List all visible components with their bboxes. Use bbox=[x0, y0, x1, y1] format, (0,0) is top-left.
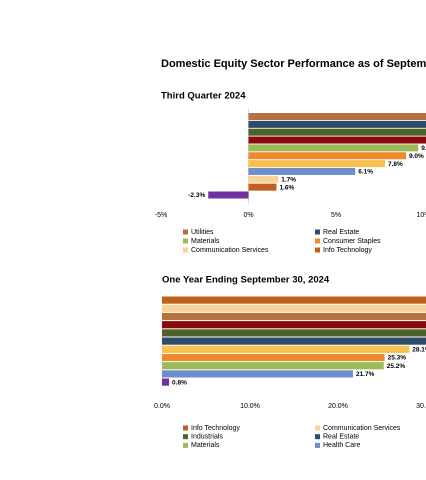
legend-swatch bbox=[315, 247, 320, 253]
bar bbox=[162, 337, 426, 345]
bar bbox=[248, 128, 426, 136]
value-label: 25.3% bbox=[388, 355, 407, 362]
value-label: 1.7% bbox=[281, 177, 296, 184]
bar bbox=[208, 191, 249, 199]
x-tick-label: 10% bbox=[416, 212, 426, 219]
value-label: 0.8% bbox=[172, 379, 187, 386]
legend-swatch bbox=[183, 229, 188, 235]
legend-label: Real Estate bbox=[323, 229, 359, 236]
bar bbox=[162, 329, 426, 337]
bar bbox=[162, 362, 384, 370]
chart-title: One Year Ending September 30, 2024 bbox=[162, 275, 330, 286]
legend-swatch bbox=[315, 238, 320, 244]
value-label: 6.1% bbox=[358, 169, 373, 176]
bar bbox=[248, 136, 426, 144]
legend-swatch bbox=[315, 442, 320, 448]
bar bbox=[162, 304, 426, 312]
legend-swatch bbox=[183, 425, 188, 431]
bar bbox=[248, 183, 277, 191]
x-tick-label: 5% bbox=[331, 212, 341, 219]
value-label: -2.3% bbox=[188, 192, 205, 199]
legend-label: Consumer Staples bbox=[323, 238, 381, 245]
value-label: 9.7% bbox=[421, 145, 426, 152]
legend-label: Info Technology bbox=[323, 247, 372, 254]
bar bbox=[248, 152, 406, 160]
legend-label: Materials bbox=[191, 442, 220, 449]
value-label: 28.1% bbox=[412, 347, 426, 354]
value-label: 21.7% bbox=[356, 371, 375, 378]
bar bbox=[162, 345, 410, 353]
legend-label: Industrials bbox=[191, 434, 223, 441]
bar bbox=[162, 321, 426, 329]
bar bbox=[162, 353, 385, 362]
legend-label: Health Care bbox=[323, 442, 360, 449]
page-title: Domestic Equity Sector Performance as of… bbox=[161, 58, 426, 70]
x-tick-label: 0% bbox=[243, 212, 253, 219]
legend-label: Info Technology bbox=[191, 425, 240, 432]
bar bbox=[248, 175, 279, 183]
legend-label: Materials bbox=[191, 238, 220, 245]
x-tick-label: 10.0% bbox=[240, 403, 260, 410]
bar bbox=[248, 144, 419, 152]
bar bbox=[162, 370, 353, 378]
bar bbox=[248, 120, 426, 128]
bar bbox=[162, 378, 170, 386]
x-tick-label: 0.0% bbox=[154, 403, 170, 410]
bar bbox=[248, 167, 356, 175]
bar bbox=[162, 312, 426, 321]
legend-label: Communication Services bbox=[323, 425, 401, 432]
legend-label: Utilities bbox=[191, 229, 214, 236]
legend-swatch bbox=[183, 247, 188, 253]
legend-label: Real Estate bbox=[323, 434, 359, 441]
legend-label: Communication Services bbox=[191, 247, 269, 254]
value-label: 25.2% bbox=[387, 363, 406, 370]
x-tick-label: 30.0% bbox=[416, 403, 426, 410]
value-label: 9.0% bbox=[409, 153, 424, 160]
legend-swatch bbox=[183, 434, 188, 440]
legend-swatch bbox=[315, 229, 320, 235]
value-label: 1.6% bbox=[280, 184, 295, 191]
x-tick-label: -5% bbox=[155, 212, 167, 219]
legend-swatch bbox=[183, 442, 188, 448]
x-tick-label: 20.0% bbox=[328, 403, 348, 410]
bar bbox=[248, 113, 426, 120]
chart-title: Third Quarter 2024 bbox=[161, 91, 246, 102]
legend-swatch bbox=[183, 238, 188, 244]
value-label: 7.8% bbox=[388, 161, 403, 168]
bar bbox=[248, 160, 385, 168]
legend-swatch bbox=[315, 434, 320, 440]
legend-swatch bbox=[315, 425, 320, 431]
bar bbox=[162, 296, 426, 304]
